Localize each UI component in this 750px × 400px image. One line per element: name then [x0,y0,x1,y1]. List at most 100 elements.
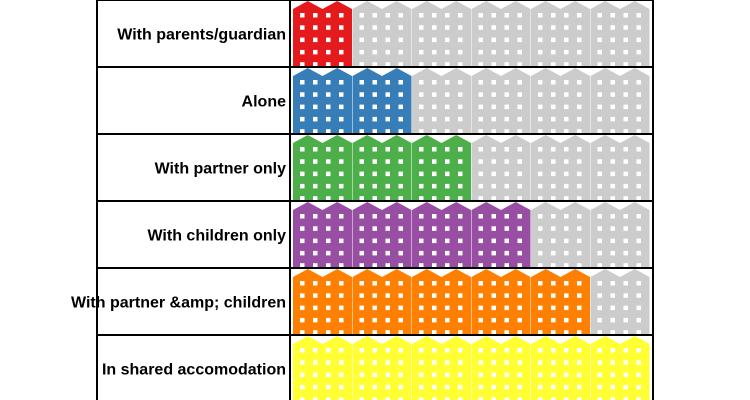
window [458,92,463,97]
window [359,317,364,323]
window [517,196,522,201]
window [623,104,628,110]
window [504,293,509,298]
window [538,305,543,311]
window [504,37,509,43]
window [339,293,344,298]
window [359,104,364,110]
window [313,104,318,110]
window [359,183,364,189]
window [432,317,437,323]
window [623,317,628,323]
window [372,13,377,18]
window [636,147,641,152]
window [623,348,628,353]
window [517,330,522,335]
window [478,372,483,378]
window [419,372,424,378]
window [478,250,483,256]
window [385,80,390,85]
window [385,159,390,164]
window [313,293,318,298]
building-icon-filled [293,135,352,201]
building-icon-filled [471,336,531,400]
window [597,159,602,164]
building-shape [471,68,531,133]
window [551,397,556,400]
window [504,49,509,55]
window [385,384,390,390]
window [597,348,602,353]
building-shape [471,336,531,400]
window [326,226,331,231]
window [300,129,305,134]
window [478,49,483,55]
window [398,196,403,201]
window [326,159,331,164]
window [517,348,522,353]
window [636,159,641,164]
window [300,372,305,378]
window [458,214,463,219]
window [398,305,403,311]
window [398,104,403,110]
building-icon-empty [590,1,650,67]
window [458,281,463,286]
window [432,104,437,110]
window [445,116,450,122]
window [372,37,377,43]
window [577,384,582,390]
window [398,293,403,298]
window [313,317,318,323]
window [326,129,331,134]
window [339,80,344,85]
window [458,80,463,85]
window [445,159,450,164]
window [504,384,509,390]
building-icon-empty [531,202,590,268]
window [538,238,543,244]
window [458,104,463,110]
window [385,129,390,134]
window [504,317,509,323]
window [623,293,628,298]
window [398,25,403,30]
window [458,159,463,164]
window [385,263,390,268]
building-icon-empty [531,68,590,134]
window [458,147,463,152]
window [504,330,509,335]
window [551,13,556,18]
window [538,171,543,177]
window [551,384,556,390]
window [597,13,602,18]
window [445,104,450,110]
window [372,250,377,256]
window [478,384,483,390]
window [597,196,602,201]
window [313,348,318,353]
window [517,360,522,365]
window [398,147,403,152]
window [300,348,305,353]
window [339,348,344,353]
window [419,293,424,298]
window [445,183,450,189]
building-icon-empty [590,135,650,201]
window [636,92,641,97]
window [419,116,424,122]
building-shape [352,68,412,133]
building-icon-filled [293,269,352,335]
window [623,37,628,43]
window [491,92,496,97]
window [432,214,437,219]
window [432,25,437,30]
window [385,13,390,18]
window [504,159,509,164]
window [636,80,641,85]
window [445,348,450,353]
window [313,159,318,164]
building-shape [471,202,531,267]
window [326,360,331,365]
window [597,183,602,189]
